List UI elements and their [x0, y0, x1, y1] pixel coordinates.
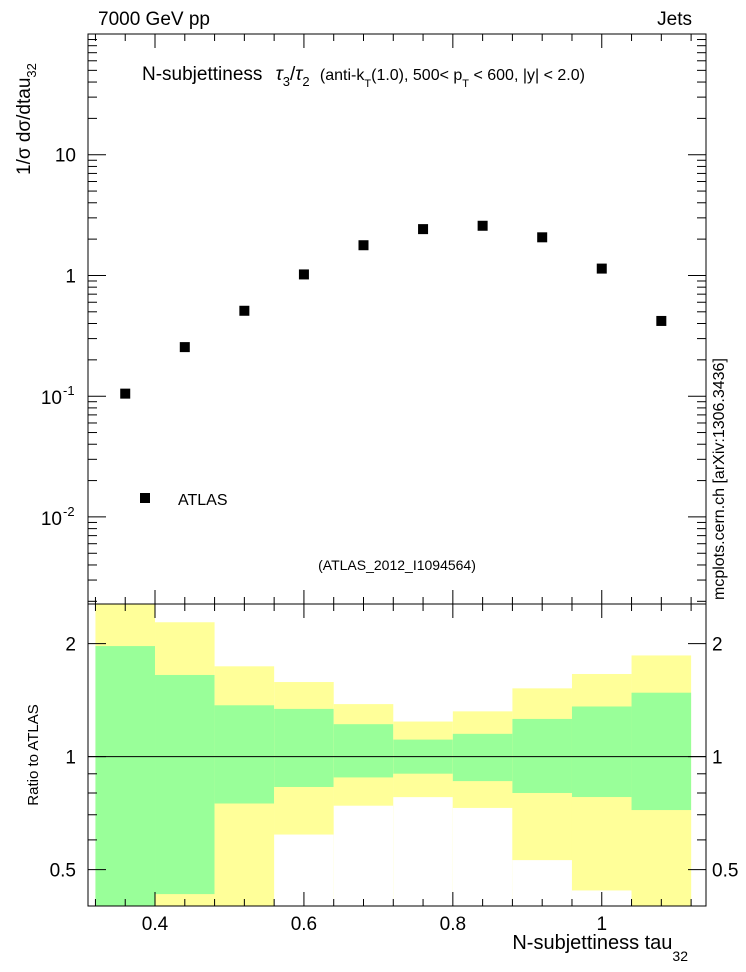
- ratio-y-tick-label-left: 2: [65, 635, 76, 656]
- y-axis-ratio-label: Ratio to ATLAS: [25, 704, 42, 805]
- category-label: Jets: [657, 9, 692, 30]
- plot-title: N-subjettiness τ3/τ2 (anti-kT(1.0), 500<…: [142, 64, 585, 91]
- y-tick-label: 1: [65, 266, 76, 287]
- title-detail-b-sub: T: [462, 78, 469, 90]
- ratio-band-outer-low: [571, 797, 632, 891]
- x-tick-label: 0.6: [291, 914, 317, 935]
- title-tau2-sub: 2: [302, 74, 309, 89]
- ratio-band-inner: [512, 718, 572, 793]
- x-axis-label-text: N-subjettiness tau: [512, 932, 672, 954]
- watermark: mcplots.cern.ch [arXiv:1306.3436]: [711, 358, 728, 600]
- ratio-band-inner: [155, 674, 215, 895]
- title-slash: /: [290, 64, 296, 85]
- x-tick-label: 0.4: [142, 914, 169, 935]
- title-detail-a: (anti-k: [320, 67, 365, 84]
- legend-marker: [140, 493, 150, 503]
- ratio-band-inner: [274, 708, 334, 787]
- ratio-band-inner: [333, 724, 394, 778]
- ratio-band-outer-low: [452, 781, 513, 808]
- x-axis-label-sub: 32: [672, 948, 688, 964]
- legend-label: ATLAS: [178, 492, 228, 509]
- ratio-band-inner: [214, 705, 275, 804]
- title-detail-c: < 600, |y| < 2.0): [469, 67, 585, 84]
- data-point: [656, 315, 667, 326]
- title-detail-b: (1.0), 500< p: [371, 67, 462, 84]
- data-point: [418, 224, 429, 235]
- title-detail-a-sub: T: [364, 78, 371, 90]
- ratio-frame: [87, 603, 707, 907]
- ratio-band-outer-low: [393, 773, 453, 798]
- title-tau2: τ: [295, 64, 304, 85]
- y-axis-main-label-sub: 32: [24, 63, 39, 77]
- ratio-band-gap: [452, 807, 513, 906]
- y-tick-label-exp: -2: [63, 504, 75, 519]
- ratio-y-tick-label-right: 0.5: [712, 861, 738, 882]
- ratio-band-inner: [571, 706, 632, 798]
- ratio-band-inner: [631, 692, 692, 811]
- energy-label: 7000 GeV pp: [98, 9, 210, 30]
- data-point: [179, 342, 190, 353]
- data-point: [358, 240, 369, 251]
- title-tau3-sub: 3: [283, 74, 290, 89]
- ratio-band-outer-low: [333, 777, 394, 806]
- ratio-y-tick-label-right: 1: [712, 748, 723, 769]
- x-axis-label: N-subjettiness tau32: [512, 932, 688, 964]
- title-tau3: τ: [276, 64, 285, 85]
- y-tick-label-exp: -1: [63, 383, 75, 398]
- y-tick-label: 10: [55, 146, 76, 167]
- data-point: [596, 263, 607, 274]
- x-tick-label: 1: [596, 914, 607, 935]
- ratio-band-gap: [333, 805, 394, 906]
- y-axis-main-label-text: 1/σ dσ/dtau: [14, 78, 35, 175]
- y-tick-label: 10: [41, 509, 62, 530]
- ratio-band-inner: [95, 646, 156, 906]
- ratio-band-inner: [452, 733, 513, 782]
- data-point: [477, 220, 488, 231]
- data-point: [537, 232, 548, 243]
- ratio-y-tick-label-right: 2: [712, 635, 723, 656]
- y-axis-main-label: 1/σ dσ/dtau32: [14, 63, 39, 175]
- data-point: [239, 305, 250, 316]
- ratio-band-outer-low: [214, 803, 275, 906]
- ratio-panel: 0.4 0.6 0.8 1 0.5 0.5 1 1 2 2: [50, 603, 738, 935]
- title-prefix: N-subjettiness: [142, 64, 262, 85]
- data-point: [298, 269, 309, 280]
- data-point: [120, 388, 131, 399]
- ratio-band-outer-low: [274, 786, 334, 835]
- ratio-band-gap: [393, 797, 453, 906]
- y-tick-label: 10: [41, 388, 62, 409]
- ratio-band-gap: [512, 860, 572, 906]
- ratio-y-tick-label-left: 1: [65, 748, 76, 769]
- x-tick-label: 0.8: [440, 914, 466, 935]
- ratio-band-outer-low: [512, 792, 572, 861]
- main-frame: [87, 33, 707, 605]
- ratio-y-tick-label-left: 0.5: [50, 861, 76, 882]
- ratio-band-outer-low: [631, 810, 692, 906]
- analysis-id: (ATLAS_2012_I1094564): [318, 557, 476, 573]
